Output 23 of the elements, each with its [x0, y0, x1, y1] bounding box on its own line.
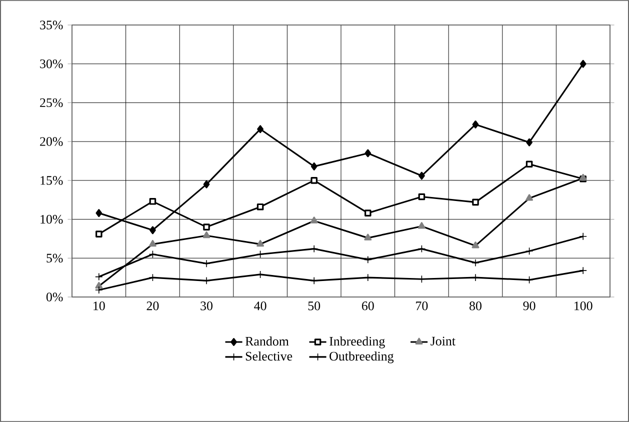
- x-tick-label: 10: [94, 302, 105, 310]
- legend-label: Inbreeding: [330, 336, 385, 348]
- y-tick-label: 5%: [46, 254, 63, 263]
- y-tick-label: 15%: [40, 176, 63, 185]
- y-tick-label: 25%: [40, 98, 63, 108]
- x-tick-label: 80: [470, 302, 482, 310]
- y-tick-label: 10%: [40, 214, 63, 224]
- legend-label: Joint: [430, 336, 456, 346]
- legend-label: Random: [245, 336, 289, 346]
- x-tick-label: 40: [254, 302, 266, 310]
- x-tick-label: 60: [362, 302, 374, 310]
- y-tick-label: 0%: [46, 292, 63, 302]
- x-tick-label: 100: [574, 302, 592, 310]
- y-tick-label: 20%: [40, 137, 63, 146]
- legend-label: Selective: [246, 351, 292, 361]
- legend-label: Outbreeding: [330, 351, 394, 364]
- x-tick-label: 30: [200, 302, 212, 310]
- x-tick-label: 70: [416, 302, 428, 310]
- y-tick-label: 30%: [40, 59, 63, 68]
- y-tick-label: 35%: [40, 20, 63, 30]
- x-tick-label: 50: [308, 302, 320, 310]
- x-tick-label: 20: [146, 302, 159, 310]
- x-tick-label: 90: [523, 302, 536, 310]
